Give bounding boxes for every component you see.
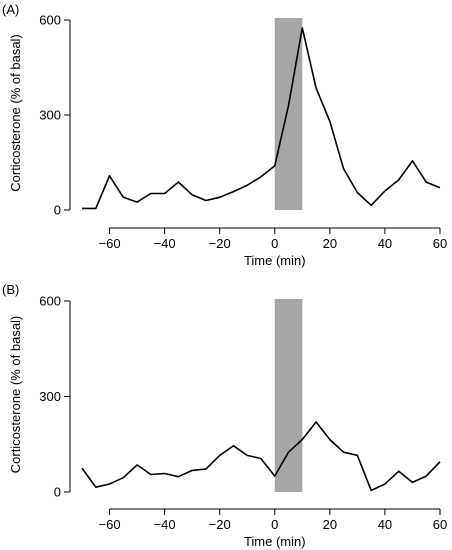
x-tick-label: −20	[209, 517, 231, 532]
y-tick-label: 0	[54, 485, 61, 500]
x-tick-label: −20	[209, 236, 231, 251]
x-tick-label: 60	[433, 236, 447, 251]
corticosterone-series-line	[81, 421, 441, 492]
y-tick-label: 600	[39, 294, 61, 309]
x-tick-label: 0	[271, 517, 278, 532]
stimulus-shaded-interval	[274, 299, 303, 492]
x-tick-label: 40	[378, 236, 392, 251]
corticosterone-series-line	[82, 27, 441, 210]
panel-label: (B)	[2, 282, 19, 297]
x-tick-label: 40	[378, 517, 392, 532]
y-tick-label: 300	[39, 108, 61, 123]
y-axis-title: Corticosterone (% of basal)	[8, 316, 23, 474]
chart-panel-2: (B) 0 300 600 −60 −40 −20 0 20 40 60 Time (min) Cort…	[2, 282, 447, 549]
y-axis-title: Corticosterone (% of basal)	[8, 34, 23, 192]
x-tick-label: −60	[99, 236, 121, 251]
y-tick-label: 600	[39, 13, 61, 28]
x-tick-label: −40	[154, 236, 176, 251]
x-axis-title: Time (min)	[244, 534, 306, 549]
y-tick-label: 300	[39, 389, 61, 404]
x-tick-label: −40	[154, 517, 176, 532]
x-axis-title: Time (min)	[244, 253, 306, 268]
x-tick-label: 20	[323, 236, 337, 251]
panel-label: (A)	[2, 2, 19, 17]
x-tick-label: −60	[99, 517, 121, 532]
x-tick-label: 0	[271, 236, 278, 251]
x-tick-label: 60	[433, 517, 447, 532]
y-tick-label: 0	[54, 203, 61, 218]
chart-panel-1: (A) 0 300 600 −60 −40 −20 0 20 40 60 Time (min) Cort…	[2, 2, 447, 268]
x-tick-label: 20	[323, 517, 337, 532]
